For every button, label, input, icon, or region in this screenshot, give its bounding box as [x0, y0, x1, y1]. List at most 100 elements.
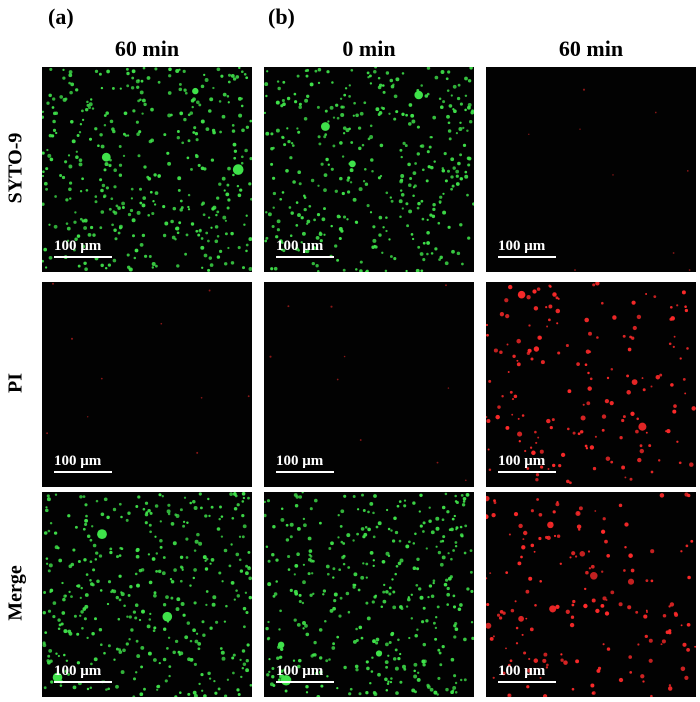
cell-dot — [278, 239, 283, 244]
cell-dot — [456, 96, 461, 101]
cell-dot — [72, 685, 77, 690]
cell-dot — [243, 223, 246, 226]
cell-dot — [419, 252, 424, 256]
scale-bar-line — [276, 681, 334, 683]
cell-dot — [359, 111, 364, 116]
cell-dot — [350, 141, 354, 144]
cell-dot — [486, 416, 488, 418]
cell-dot — [367, 527, 371, 532]
cell-dot — [522, 538, 525, 541]
cell-dot — [200, 119, 205, 124]
cell-dot — [486, 577, 488, 580]
cell-dot — [338, 614, 342, 618]
cell-dot — [264, 513, 267, 518]
cell-dot — [450, 157, 455, 162]
cell-dot — [517, 290, 526, 299]
cell-dot — [410, 593, 413, 596]
cell-dot — [463, 637, 467, 642]
cell-dot — [638, 422, 647, 431]
cell-dot — [47, 654, 51, 658]
cell-dot — [161, 571, 166, 576]
cell-dot — [578, 506, 583, 511]
cell-dot — [452, 166, 456, 170]
cell-dot — [245, 214, 248, 217]
cell-dot — [99, 178, 103, 182]
cell-dot — [317, 81, 321, 85]
cell-dot — [464, 524, 468, 528]
cell-dot — [416, 557, 420, 562]
cell-dot — [493, 501, 497, 505]
cell-dot — [587, 371, 590, 375]
cell-dot — [141, 112, 144, 115]
cell-dot — [308, 549, 313, 553]
cell-dot — [194, 639, 199, 644]
cell-dot — [219, 647, 223, 650]
cell-dot — [178, 221, 182, 225]
micrograph-pi-col2: 100 μm — [486, 282, 696, 487]
cell-dot — [275, 128, 280, 133]
cell-dot — [646, 611, 648, 613]
cell-dot — [146, 76, 151, 80]
cell-dot — [422, 606, 426, 610]
cell-dot — [83, 261, 87, 266]
cell-dot — [435, 526, 440, 531]
scale-bar: 100 μm — [54, 454, 112, 473]
cell-dot — [125, 67, 129, 71]
cell-dot — [180, 602, 185, 606]
cell-dot — [390, 529, 393, 532]
cell-dot — [200, 396, 203, 399]
cell-dot — [242, 496, 246, 500]
cell-dot — [426, 231, 430, 235]
cell-dot — [150, 107, 154, 112]
cell-dot — [556, 534, 561, 538]
cell-dot — [301, 601, 305, 605]
cell-dot — [389, 78, 394, 83]
cell-dot — [159, 545, 163, 549]
cell-dot — [245, 564, 249, 568]
cell-dot — [82, 495, 86, 498]
cell-dot — [135, 554, 140, 559]
cell-dot — [530, 357, 534, 361]
cell-dot — [130, 86, 135, 90]
cell-dot — [487, 448, 490, 451]
cell-dot — [43, 591, 47, 594]
cell-dot — [507, 693, 511, 697]
cell-dot — [466, 129, 469, 132]
cell-dot — [272, 524, 276, 529]
cell-dot — [430, 165, 434, 170]
cell-dot — [186, 156, 190, 160]
cell-dot — [290, 141, 294, 145]
cell-dot — [205, 231, 209, 235]
cell-dot — [574, 269, 576, 271]
cell-dot — [192, 628, 196, 633]
cell-dot — [455, 169, 460, 174]
cell-dot — [213, 679, 216, 683]
scale-bar: 100 μm — [276, 239, 334, 258]
cell-dot — [197, 163, 201, 167]
cell-dot — [391, 539, 396, 543]
cell-dot — [243, 625, 246, 629]
cell-dot — [579, 551, 586, 557]
cell-dot — [108, 207, 112, 211]
cell-dot — [515, 642, 519, 645]
cell-dot — [405, 269, 408, 272]
cell-dot — [372, 535, 376, 539]
cell-dot — [276, 80, 280, 83]
cell-dot — [242, 606, 247, 611]
cell-dot — [369, 501, 374, 506]
cell-dot — [298, 593, 302, 597]
cell-dot — [447, 169, 450, 173]
cell-dot — [669, 602, 675, 607]
cell-dot — [509, 659, 513, 663]
cell-dot — [57, 654, 61, 658]
cell-dot — [66, 239, 70, 242]
cell-dot — [684, 305, 687, 308]
cell-dot — [398, 199, 403, 204]
cell-dot — [220, 650, 225, 655]
cell-dot — [528, 576, 533, 581]
cell-dot — [89, 538, 93, 542]
cell-dot — [127, 212, 132, 217]
cell-dot — [52, 97, 56, 101]
cell-dot — [63, 629, 68, 634]
cell-dot — [400, 607, 404, 611]
